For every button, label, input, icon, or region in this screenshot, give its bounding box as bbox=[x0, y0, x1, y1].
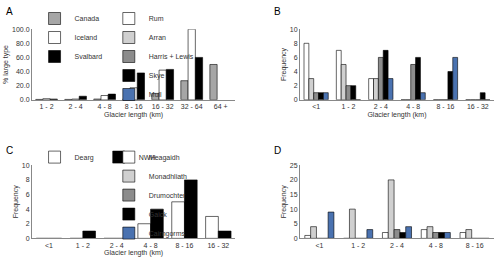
svg-text:20.0: 20.0 bbox=[16, 82, 30, 89]
svg-text:Dearg: Dearg bbox=[75, 154, 94, 162]
svg-text:20: 20 bbox=[290, 176, 298, 183]
svg-text:0: 0 bbox=[294, 235, 298, 242]
svg-text:B: B bbox=[274, 6, 281, 17]
svg-text:8 - 16: 8 - 16 bbox=[176, 242, 194, 249]
svg-text:Frequency: Frequency bbox=[12, 185, 20, 219]
svg-text:0: 0 bbox=[294, 96, 298, 103]
svg-text:4: 4 bbox=[26, 206, 30, 213]
svg-text:Skye: Skye bbox=[149, 72, 165, 80]
svg-text:8 - 16: 8 - 16 bbox=[437, 103, 455, 110]
svg-text:Mull: Mull bbox=[149, 91, 162, 98]
svg-text:80.0: 80.0 bbox=[16, 40, 30, 47]
svg-text:10: 10 bbox=[290, 206, 298, 213]
svg-text:Frequency: Frequency bbox=[280, 185, 288, 219]
svg-text:8: 8 bbox=[26, 176, 30, 183]
svg-text:8 - 16: 8 - 16 bbox=[466, 242, 484, 249]
svg-text:Gaick: Gaick bbox=[149, 211, 167, 218]
svg-text:32 - 64: 32 - 64 bbox=[181, 103, 203, 110]
svg-text:2: 2 bbox=[26, 220, 30, 227]
svg-text:4: 4 bbox=[294, 68, 298, 75]
svg-text:100.0: 100.0 bbox=[12, 26, 30, 33]
svg-text:Cairngorms: Cairngorms bbox=[149, 230, 186, 238]
svg-text:6: 6 bbox=[294, 54, 298, 61]
svg-text:4 - 8: 4 - 8 bbox=[429, 242, 443, 249]
svg-text:40.0: 40.0 bbox=[16, 68, 30, 75]
svg-text:60.0: 60.0 bbox=[16, 54, 30, 61]
svg-text:D: D bbox=[274, 145, 281, 156]
svg-text:1 - 2: 1 - 2 bbox=[351, 242, 365, 249]
svg-text:2: 2 bbox=[294, 82, 298, 89]
svg-text:0.0: 0.0 bbox=[20, 96, 30, 103]
svg-text:10: 10 bbox=[22, 162, 30, 169]
svg-text:6: 6 bbox=[26, 191, 30, 198]
svg-text:Arran: Arran bbox=[149, 34, 166, 41]
svg-text:4 - 8: 4 - 8 bbox=[144, 242, 158, 249]
svg-text:<1: <1 bbox=[312, 103, 320, 110]
svg-text:Glacier length (km): Glacier length (km) bbox=[104, 249, 163, 257]
svg-text:<1: <1 bbox=[315, 242, 323, 249]
svg-text:15: 15 bbox=[290, 191, 298, 198]
svg-text:16 - 32: 16 - 32 bbox=[152, 103, 174, 110]
svg-text:Svalbard: Svalbard bbox=[75, 53, 103, 60]
svg-text:8: 8 bbox=[294, 40, 298, 47]
svg-text:Frequency: Frequency bbox=[280, 47, 288, 81]
svg-text:2 - 4: 2 - 4 bbox=[110, 242, 124, 249]
svg-text:16 - 32: 16 - 32 bbox=[467, 103, 489, 110]
svg-text:Glacier length (km): Glacier length (km) bbox=[367, 111, 426, 119]
svg-text:64 +: 64 + bbox=[214, 103, 228, 110]
svg-text:Drumochter: Drumochter bbox=[149, 192, 186, 199]
svg-text:1 - 2: 1 - 2 bbox=[40, 103, 54, 110]
svg-text:0: 0 bbox=[26, 235, 30, 242]
svg-text:2 - 4: 2 - 4 bbox=[374, 103, 388, 110]
svg-text:NWH: NWH bbox=[138, 153, 156, 161]
svg-text:8 - 16: 8 - 16 bbox=[125, 103, 143, 110]
svg-text:2 - 4: 2 - 4 bbox=[390, 242, 404, 249]
svg-text:4 - 8: 4 - 8 bbox=[406, 103, 420, 110]
svg-text:5: 5 bbox=[294, 220, 298, 227]
svg-text:Monadhliath: Monadhliath bbox=[149, 173, 187, 180]
svg-text:Glacier length (km): Glacier length (km) bbox=[104, 111, 163, 119]
svg-text:Harris + Lewis: Harris + Lewis bbox=[149, 53, 194, 60]
svg-text:1 - 2: 1 - 2 bbox=[341, 103, 355, 110]
svg-text:C: C bbox=[6, 145, 13, 156]
svg-text:A: A bbox=[6, 6, 13, 17]
svg-text:Iceland: Iceland bbox=[75, 34, 98, 41]
svg-text:Canada: Canada bbox=[75, 15, 100, 22]
svg-text:<1: <1 bbox=[45, 242, 53, 249]
svg-text:Rum: Rum bbox=[149, 15, 164, 22]
svg-text:16 - 32: 16 - 32 bbox=[207, 242, 229, 249]
svg-text:2 - 4: 2 - 4 bbox=[69, 103, 83, 110]
svg-text:25: 25 bbox=[290, 162, 298, 169]
svg-text:% large type: % large type bbox=[2, 45, 10, 84]
svg-text:1 - 2: 1 - 2 bbox=[76, 242, 90, 249]
svg-text:10: 10 bbox=[290, 26, 298, 33]
svg-text:Meagaidh: Meagaidh bbox=[149, 154, 180, 162]
svg-text:4 - 8: 4 - 8 bbox=[98, 103, 112, 110]
